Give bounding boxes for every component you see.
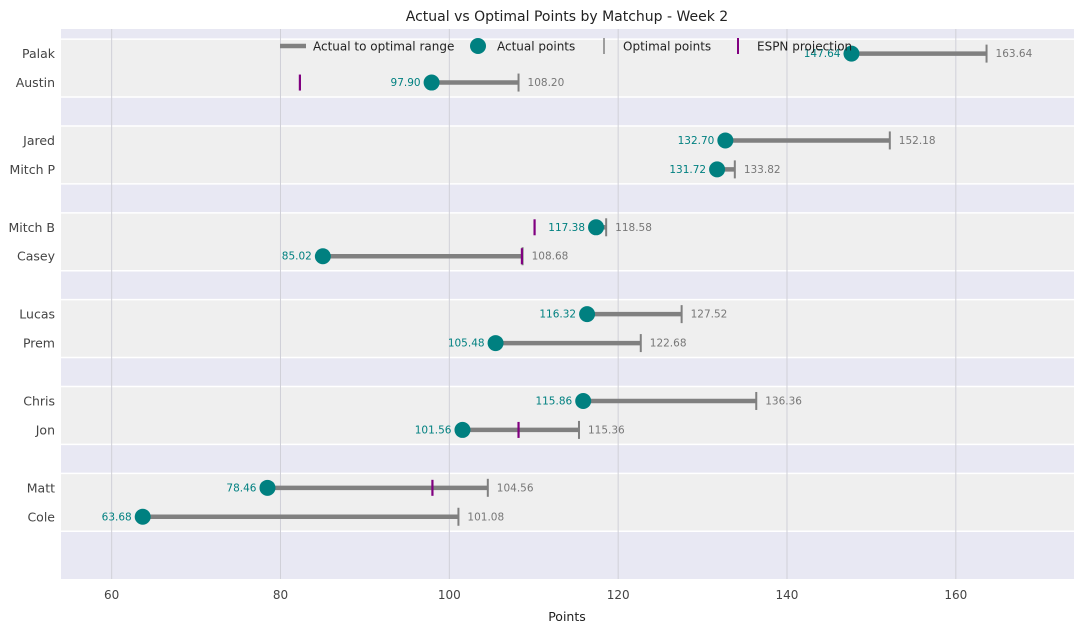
x-axis-label: Points: [548, 609, 586, 624]
optimal-value-label: 108.68: [532, 251, 569, 263]
team-name-label: Mitch B: [8, 220, 55, 235]
legend-optimal-label: Optimal points: [623, 40, 711, 54]
actual-point: [259, 479, 276, 496]
x-tick-label: 120: [607, 588, 630, 602]
team-name-label: Mitch P: [10, 162, 56, 177]
actual-value-label: 85.02: [282, 251, 312, 263]
plot-area: 60 80 100 120 140 160 Palak 147.64 163.64 Austin 9…: [8, 29, 1074, 602]
matchup-band: [61, 39, 1074, 98]
optimal-value-label: 127.52: [691, 309, 728, 321]
matchup-band: [61, 212, 1074, 271]
matchup-band: [61, 386, 1074, 445]
actual-point: [314, 248, 331, 265]
actual-value-label: 63.68: [102, 511, 132, 523]
legend-range-label: Actual to optimal range: [313, 40, 454, 54]
matchup-band: [61, 473, 1074, 532]
optimal-value-label: 122.68: [650, 338, 687, 350]
optimal-value-label: 152.18: [899, 135, 936, 147]
actual-value-label: 117.38: [548, 222, 585, 234]
optimal-value-label: 136.36: [765, 395, 802, 407]
actual-value-label: 115.86: [535, 395, 572, 407]
team-name-label: Palak: [22, 46, 56, 61]
actual-point: [843, 45, 860, 62]
team-name-label: Casey: [17, 249, 56, 264]
legend-actual-swatch: [470, 38, 486, 54]
optimal-value-label: 115.36: [588, 424, 625, 436]
matchup-band: [61, 299, 1074, 358]
optimal-value-label: 118.58: [615, 222, 652, 234]
actual-value-label: 147.64: [804, 48, 841, 60]
chart-title: Actual vs Optimal Points by Matchup - We…: [406, 9, 728, 25]
x-tick-label: 60: [104, 588, 119, 602]
actual-point: [423, 74, 440, 91]
actual-point: [717, 132, 734, 149]
x-tick-label: 160: [944, 588, 967, 602]
optimal-value-label: 104.56: [497, 482, 534, 494]
actual-point: [579, 306, 596, 323]
optimal-value-label: 163.64: [996, 48, 1033, 60]
x-tick-label: 140: [776, 588, 799, 602]
legend-actual-label: Actual points: [497, 40, 575, 54]
actual-value-label: 132.70: [678, 135, 715, 147]
team-name-label: Lucas: [19, 307, 55, 322]
team-name-label: Cole: [27, 509, 55, 524]
team-name-label: Matt: [27, 480, 55, 495]
actual-value-label: 116.32: [539, 309, 576, 321]
actual-value-label: 101.56: [415, 424, 452, 436]
legend-espn-label: ESPN projection: [757, 40, 852, 54]
actual-point: [487, 335, 504, 352]
actual-value-label: 97.90: [391, 77, 421, 89]
optimal-value-label: 101.08: [467, 511, 504, 523]
team-name-label: Chris: [23, 393, 55, 408]
team-name-label: Jon: [35, 422, 55, 437]
actual-point: [709, 161, 726, 178]
actual-value-label: 105.48: [448, 338, 485, 350]
team-name-label: Austin: [16, 75, 55, 90]
actual-point: [134, 508, 151, 525]
actual-point: [454, 421, 471, 438]
actual-point: [588, 219, 605, 236]
team-name-label: Prem: [23, 336, 55, 351]
matchup-band: [61, 125, 1074, 184]
x-tick-label: 80: [273, 588, 288, 602]
optimal-value-label: 108.20: [528, 77, 565, 89]
actual-value-label: 131.72: [669, 164, 706, 176]
optimal-value-label: 133.82: [744, 164, 781, 176]
actual-value-label: 78.46: [226, 482, 256, 494]
team-name-label: Jared: [22, 133, 55, 148]
actual-point: [575, 392, 592, 409]
x-tick-label: 100: [438, 588, 461, 602]
legend: Actual to optimal range Actual points Opti…: [280, 38, 852, 54]
